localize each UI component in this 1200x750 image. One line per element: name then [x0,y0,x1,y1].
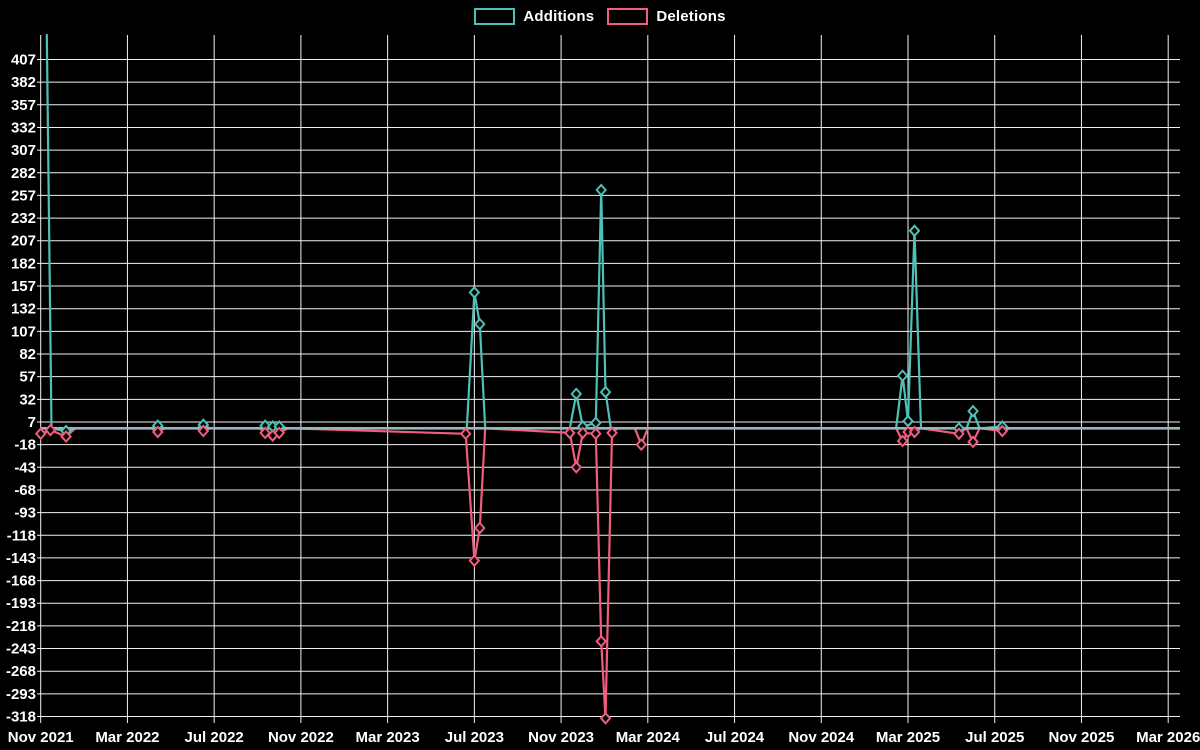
y-axis-tick-label: 307 [11,142,36,159]
deletions-point-marker [967,435,979,449]
y-axis-tick-label: -218 [6,618,36,635]
y-axis-tick-label: -93 [14,505,36,522]
legend-label-deletions: Deletions [656,8,726,25]
y-axis-tick-label: -268 [6,663,36,680]
deletions-series-line [39,427,1181,720]
deletions-point-marker [473,521,486,535]
deletions-point-marker [896,434,909,448]
y-axis-tick-label: -143 [6,550,36,567]
additions-point-marker [902,414,914,428]
y-axis-tick-label: 182 [11,255,36,272]
deletions-point-marker [953,427,965,441]
additions-point-marker [570,387,583,401]
y-axis-tick-label: 332 [11,119,36,136]
y-axis-tick-label: -118 [7,527,36,544]
y-axis-tick-label: 82 [19,346,36,363]
y-axis-tick-label: -18 [14,437,36,454]
x-axis-tick-label: Jul 2024 [705,729,765,746]
x-axis-tick-label: Mar 2023 [356,729,420,746]
deletions-point-marker [44,423,57,437]
y-axis-tick-label: -193 [6,595,36,612]
deletions-point-marker [60,429,72,443]
x-axis-tick-label: Nov 2023 [528,729,594,746]
deletions-point-marker [563,426,576,440]
x-axis-tick-label: Nov 2021 [8,729,74,746]
legend-item-additions[interactable]: Additions [474,8,594,25]
y-axis-tick-label: 57 [19,369,36,386]
deletions-point-marker [635,438,648,452]
deletions-point-marker [599,711,612,725]
y-axis-tick-label: 282 [11,165,36,182]
x-axis-tick-label: Jul 2022 [185,729,244,746]
deletions-point-marker [34,427,47,441]
y-axis-tick-label: -243 [6,641,36,658]
y-axis-tick-label: -68 [14,482,36,499]
additions-point-marker [595,183,608,197]
deletions-series-swatch-icon [607,8,649,25]
x-axis-tick-label: Mar 2026 [1136,729,1200,746]
y-axis-tick-label: 107 [11,323,36,340]
additions-point-marker [908,224,921,238]
y-axis-tick-label: 132 [11,301,36,318]
additions-point-marker [599,385,612,399]
x-axis-tick-label: Nov 2024 [788,729,855,746]
x-axis-tick-label: Nov 2025 [1049,729,1115,746]
y-axis-tick-label: -168 [6,573,36,590]
y-axis-tick-label: 382 [11,74,36,91]
y-axis-tick-label: -318 [6,709,36,726]
deletions-point-marker [576,426,589,440]
y-axis-tick-label: 207 [11,233,36,250]
x-axis-tick-label: Jul 2025 [965,729,1024,746]
deletions-point-marker [197,424,210,438]
additions-point-marker [967,404,979,418]
chart-legend: Additions Deletions [0,8,1200,25]
deletions-point-marker [606,426,618,440]
deletions-point-marker [595,634,608,648]
y-axis-tick-label: 407 [11,52,36,69]
legend-label-additions: Additions [523,8,595,25]
deletions-point-marker [570,460,583,474]
deletions-point-marker [151,425,164,439]
additions-series-line [45,33,1181,433]
deletions-point-marker [273,426,286,440]
deletions-point-marker [996,424,1009,438]
legend-item-deletions[interactable]: Deletions [607,8,725,25]
x-axis-tick-label: Nov 2022 [268,729,334,746]
y-axis-tick-label: 357 [11,97,36,114]
y-axis-tick-label: 257 [11,187,36,204]
x-axis-tick-label: Mar 2024 [616,729,681,746]
deletions-point-marker [459,427,472,441]
y-axis-tick-label: 32 [19,391,36,408]
y-axis-tick-label: 157 [11,278,36,295]
y-axis-tick-label: 7 [28,414,36,431]
additions-point-marker [896,369,909,383]
additions-series-swatch-icon [474,8,516,25]
y-axis-tick-label: -43 [14,459,36,476]
additions-point-marker [589,416,602,430]
deletions-point-marker [589,427,602,441]
deletions-point-marker [908,425,921,439]
x-axis-tick-label: Mar 2022 [95,729,159,746]
additions-point-marker [468,285,481,299]
y-axis-tick-label: 232 [11,210,36,227]
y-axis-tick-label: -293 [6,686,36,703]
x-axis-tick-label: Jul 2023 [445,729,504,746]
additions-point-marker [473,317,486,331]
x-axis-tick-label: Mar 2025 [876,729,940,746]
deletions-point-marker [468,554,481,568]
